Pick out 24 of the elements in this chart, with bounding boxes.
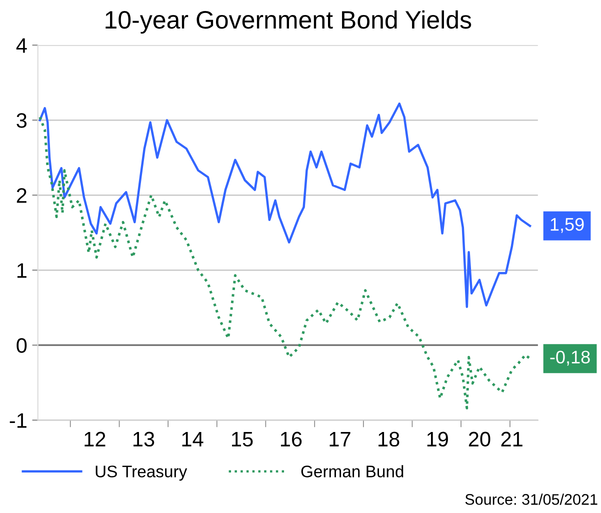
x-tick-label: 18 — [378, 432, 400, 447]
x-tick-label: 16 — [280, 432, 302, 447]
line-series — [38, 116, 532, 410]
x-tick-label: 13 — [133, 432, 154, 447]
chart-title: 10-year Government Bond Yields — [106, 10, 472, 34]
y-tick-label: 4 — [16, 38, 27, 53]
legend-label: German Bund — [301, 465, 404, 478]
x-tick-label: 15 — [232, 432, 253, 447]
x-tick-label: 17 — [330, 432, 350, 446]
y-tick-label: 1 — [17, 263, 26, 278]
source-note: Source: 31/05/2021 — [465, 494, 598, 505]
y-tick-label: 2 — [16, 188, 26, 203]
annotation: 1,59 — [550, 218, 584, 233]
x-tick-label: 12 — [84, 432, 106, 446]
line-series — [38, 102, 532, 308]
y-tick-label: -1 — [10, 413, 26, 428]
y-tick-label: 3 — [16, 113, 27, 128]
x-tick-label: 21 — [501, 432, 522, 446]
legend-label: US Treasury — [96, 466, 188, 481]
x-tick-label: 20 — [468, 432, 490, 447]
x-tick-label: 14 — [182, 432, 204, 446]
y-tick-label: 0 — [16, 338, 27, 353]
x-tick-label: 19 — [427, 432, 448, 447]
annotation: -0,18 — [550, 350, 590, 366]
